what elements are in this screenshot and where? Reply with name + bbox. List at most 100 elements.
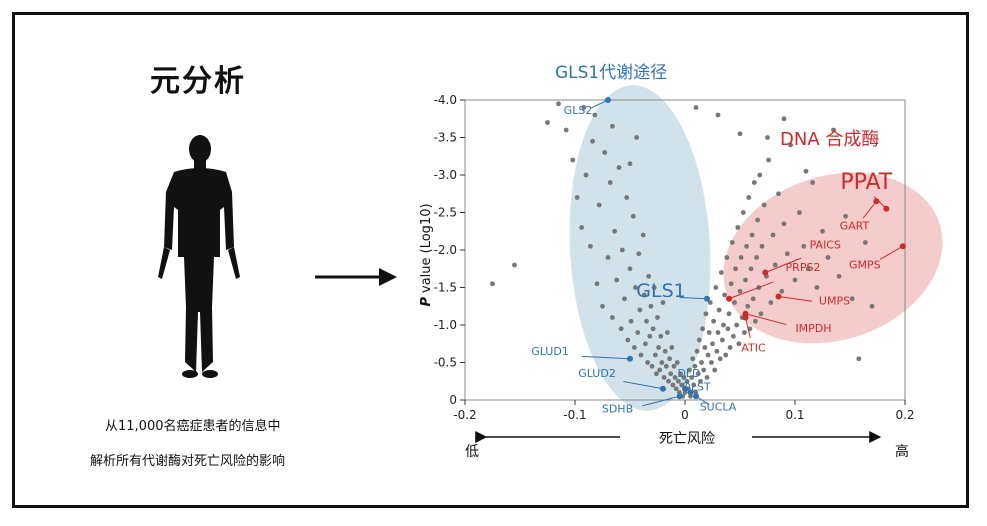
data-point bbox=[643, 341, 648, 347]
data-point bbox=[690, 356, 696, 362]
label-leader-line bbox=[765, 257, 802, 273]
highlighted-point bbox=[627, 355, 633, 362]
data-point bbox=[768, 300, 774, 305]
high-risk-label: 高 bbox=[895, 443, 909, 460]
label-leader-line bbox=[862, 200, 877, 219]
right-arrow-icon bbox=[313, 262, 399, 296]
meta-analysis-title: 元分析 bbox=[150, 64, 246, 99]
data-point bbox=[714, 348, 720, 354]
y-tick-label: -0.5 bbox=[434, 356, 457, 370]
data-point bbox=[718, 270, 724, 275]
data-point bbox=[869, 303, 875, 309]
highlighted-point bbox=[726, 295, 732, 302]
data-point bbox=[738, 255, 744, 260]
data-point bbox=[646, 273, 652, 279]
point-label: DLD bbox=[677, 367, 700, 380]
data-point bbox=[788, 142, 793, 148]
data-point bbox=[733, 266, 738, 272]
data-point bbox=[734, 322, 740, 328]
data-point bbox=[754, 255, 759, 260]
data-point bbox=[651, 285, 657, 290]
data-point bbox=[574, 195, 580, 200]
low-risk-label: 低 bbox=[465, 444, 479, 460]
data-point bbox=[695, 371, 701, 377]
data-point bbox=[605, 255, 611, 260]
point-label: PAICS bbox=[810, 239, 841, 252]
data-point bbox=[672, 375, 678, 380]
data-point bbox=[749, 232, 755, 238]
data-point bbox=[622, 296, 627, 302]
data-point bbox=[630, 213, 636, 219]
highlighted-point bbox=[660, 385, 666, 392]
data-point bbox=[698, 378, 703, 384]
highlighted-point bbox=[899, 243, 906, 250]
x-tick-label: 0.1 bbox=[785, 408, 804, 422]
data-point bbox=[635, 330, 641, 335]
data-point bbox=[632, 345, 637, 350]
data-point bbox=[746, 195, 752, 200]
data-point bbox=[590, 138, 595, 144]
data-point bbox=[581, 105, 587, 110]
data-point bbox=[625, 337, 631, 343]
y-tick-label: -2.5 bbox=[434, 206, 457, 220]
data-point bbox=[696, 337, 702, 343]
data-point bbox=[728, 281, 734, 287]
y-axis-label: Pvalue (Log10) bbox=[419, 203, 434, 306]
highlighted-point bbox=[682, 385, 688, 392]
point-label: IMPDH bbox=[795, 322, 831, 335]
data-point bbox=[689, 375, 694, 380]
label-leader-line bbox=[623, 381, 664, 390]
data-point bbox=[750, 296, 756, 302]
data-point bbox=[652, 352, 658, 358]
data-point bbox=[706, 330, 712, 335]
x-axis-label: 死亡风险 bbox=[659, 431, 715, 447]
data-point bbox=[610, 315, 615, 320]
data-point bbox=[748, 266, 754, 272]
point-label: UMPS bbox=[819, 295, 850, 308]
data-point bbox=[753, 318, 758, 324]
data-point bbox=[712, 367, 718, 373]
data-point bbox=[810, 180, 815, 185]
label-leader-line bbox=[679, 297, 708, 300]
data-point bbox=[723, 352, 729, 358]
data-point bbox=[644, 318, 649, 324]
data-point bbox=[641, 292, 647, 298]
data-point bbox=[803, 168, 809, 174]
data-point bbox=[703, 311, 709, 317]
data-point bbox=[671, 363, 677, 369]
data-point bbox=[570, 157, 576, 163]
data-point bbox=[722, 292, 727, 298]
dna-synthesis-region bbox=[723, 172, 943, 344]
data-point bbox=[726, 311, 732, 317]
point-label: PPAT bbox=[840, 170, 892, 195]
data-point bbox=[744, 243, 749, 249]
data-point bbox=[658, 333, 664, 339]
data-point bbox=[616, 165, 622, 170]
label-leader-line bbox=[728, 281, 774, 300]
point-label: DLST bbox=[682, 381, 711, 394]
data-point bbox=[669, 345, 675, 350]
data-point bbox=[668, 371, 674, 377]
data-point bbox=[687, 367, 692, 373]
data-point bbox=[563, 127, 569, 133]
data-point bbox=[770, 232, 776, 238]
caption-line-1: 从11,000名癌症患者的信息中 bbox=[105, 419, 281, 434]
data-point bbox=[678, 371, 683, 377]
highlighted-point bbox=[873, 198, 880, 205]
data-point bbox=[607, 180, 613, 185]
data-point bbox=[610, 123, 615, 129]
data-point bbox=[707, 300, 713, 305]
data-point bbox=[592, 112, 598, 118]
data-point bbox=[729, 240, 735, 245]
x-tick-label: 0.2 bbox=[895, 408, 914, 422]
data-point bbox=[662, 348, 668, 354]
data-point bbox=[742, 330, 747, 335]
data-point bbox=[761, 202, 767, 208]
highlighted-point bbox=[605, 97, 611, 103]
data-point bbox=[735, 225, 741, 230]
data-point bbox=[612, 228, 617, 234]
data-point bbox=[836, 273, 842, 279]
label-leader-line bbox=[745, 317, 751, 339]
data-point bbox=[797, 210, 802, 215]
data-point bbox=[849, 296, 855, 302]
